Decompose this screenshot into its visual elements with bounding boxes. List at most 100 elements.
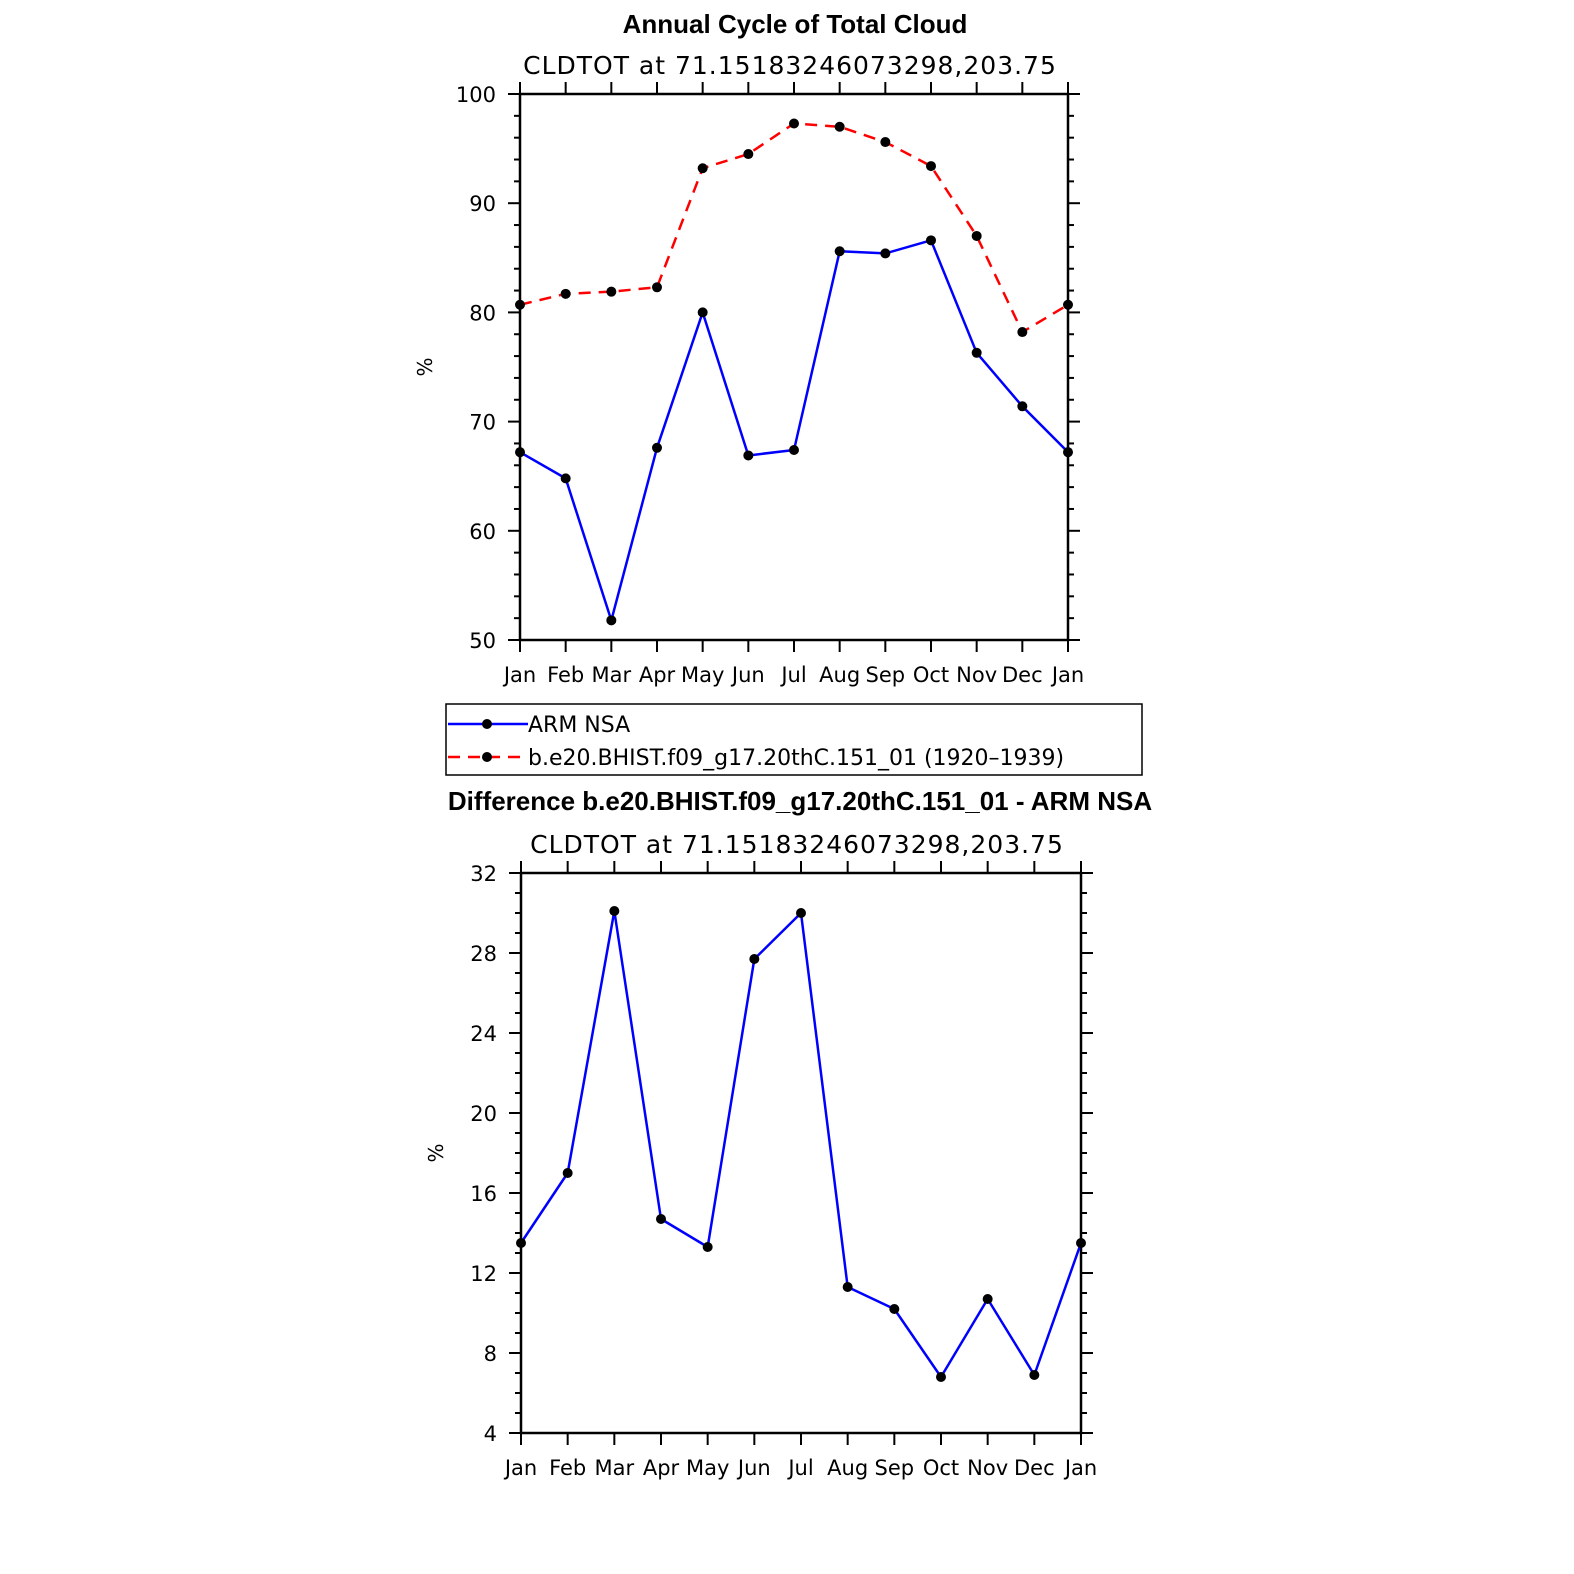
chart-1-series-1-point — [652, 282, 662, 293]
legend-label-model: b.e20.BHIST.f09_g17.20thC.151_01 (1920–1… — [528, 746, 1064, 771]
chart-2-x-tick-label: Apr — [643, 1456, 680, 1480]
chart-2-series-0-point — [796, 908, 806, 918]
chart-2-x-tick-label: Oct — [923, 1456, 959, 1480]
chart-1-x-tick-label: Sep — [866, 663, 906, 687]
chart-2-title: Difference b.e20.BHIST.f09_g17.20thC.151… — [448, 786, 1152, 816]
chart-1-series-0-point — [789, 444, 799, 455]
legend-box — [445, 703, 1143, 776]
chart-2-x-tick-label: Nov — [967, 1456, 1008, 1480]
chart-2-y-tick-label: 8 — [484, 1342, 497, 1366]
chart-2-x-tick-label: Feb — [549, 1456, 586, 1480]
chart-1: Annual Cycle of Total Cloud CLDTOT at 71… — [413, 9, 1084, 687]
chart-2-series — [516, 906, 1086, 1382]
chart-1-series-1-point — [789, 118, 799, 129]
chart-1-x-tick-label: Apr — [639, 663, 676, 687]
chart-2-x-tick-label: Jan — [1063, 1456, 1097, 1480]
chart-1-x-tick-label: Nov — [956, 663, 997, 687]
chart-1-series-0-point — [926, 235, 936, 246]
chart-2-y-tick-label: 12 — [470, 1262, 497, 1286]
chart-1-x-tick-label: Jul — [779, 663, 806, 687]
chart-2-y-tick-label: 4 — [484, 1422, 497, 1446]
chart-1-series-1-point — [743, 149, 754, 160]
chart-1-series-1-point — [560, 288, 571, 299]
chart-2-series-0-point — [1029, 1370, 1040, 1380]
chart-1-ylabel: % — [413, 357, 437, 376]
chart-2-x-tick-label: Dec — [1014, 1456, 1055, 1480]
chart-1-plot-frame — [518, 92, 1070, 642]
chart-1-series-1-point — [1017, 327, 1028, 338]
chart-2-ylabel: % — [424, 1143, 448, 1162]
legend-marker-arm-nsa — [482, 719, 492, 729]
chart-2-x-tick-label: Jun — [736, 1456, 771, 1480]
chart-2-series-0-point — [936, 1372, 946, 1382]
chart-1-x-tick-label: Dec — [1002, 663, 1043, 687]
chart-1-x-tick-label: Jan — [1050, 663, 1084, 687]
chart-1-series-0-point — [880, 248, 891, 259]
chart-1-y-tick-label: 90 — [469, 192, 496, 216]
chart-2-series-line-0 — [519, 909, 1083, 1379]
chart-1-series-1-point — [971, 230, 982, 241]
chart-1-series-0-point — [971, 347, 982, 358]
chart-1-series-1-point — [606, 286, 617, 297]
chart-2-series-0-point — [702, 1242, 713, 1252]
chart-2-series-0-point — [562, 1168, 573, 1178]
chart-2-series-0-point — [1076, 1238, 1086, 1248]
chart-2-series-0-point — [889, 1304, 900, 1314]
chart-1-series-1-point — [880, 137, 891, 148]
chart-2-x-tick-label: Sep — [875, 1456, 915, 1480]
chart-1-series-0-point — [606, 615, 617, 626]
chart-1-y-tick-label: 50 — [469, 629, 496, 653]
chart-2-series-0-point — [516, 1238, 526, 1248]
chart-1-series-0-point — [515, 447, 525, 458]
chart-1-x-tick-label: Jun — [730, 663, 765, 687]
chart-2-y-tick-label: 16 — [470, 1182, 497, 1206]
chart-1-series — [515, 118, 1073, 626]
chart-1-y-tick-label: 100 — [456, 83, 496, 107]
chart-1-series-0-point — [1017, 401, 1028, 412]
chart-1-legend: ARM NSA b.e20.BHIST.f09_g17.20thC.151_01… — [445, 703, 1143, 776]
chart-2-series-0-point — [609, 906, 620, 916]
chart-1-x-tick-label: Feb — [547, 663, 584, 687]
chart-2-x-tick-label: Aug — [827, 1456, 868, 1480]
chart-1-series-0-point — [697, 307, 708, 318]
chart-1-series-0-point — [834, 246, 845, 257]
chart-2-y-tick-label: 32 — [470, 862, 497, 886]
chart-2: Difference b.e20.BHIST.f09_g17.20thC.151… — [424, 786, 1152, 1480]
chart-1-series-1-point — [515, 299, 525, 310]
chart-2-y-tick-label: 24 — [470, 1022, 497, 1046]
chart-2-x-tick-label: Mar — [595, 1456, 635, 1480]
chart-2-x-tick-label: Jan — [503, 1456, 537, 1480]
chart-2-axes: Jan Feb Mar Apr May Jun Jul Aug Sep Oct Nov Dec Jan4… — [470, 861, 1097, 1480]
chart-2-x-tick-label: Jul — [786, 1456, 813, 1480]
chart-1-y-tick-label: 80 — [469, 301, 496, 325]
chart-1-x-tick-label: May — [681, 663, 724, 687]
chart-2-x-tick-label: May — [686, 1456, 729, 1480]
chart-1-series-1-point — [926, 161, 936, 172]
chart-2-series-0-point — [656, 1214, 666, 1224]
chart-1-x-tick-label: Jan — [502, 663, 536, 687]
chart-2-series-0-point — [749, 954, 760, 964]
chart-1-title: Annual Cycle of Total Cloud — [623, 9, 968, 39]
chart-1-series-1-point — [697, 163, 708, 174]
legend-label-arm-nsa: ARM NSA — [528, 713, 630, 738]
chart-1-series-1-point — [1063, 299, 1073, 310]
chart-2-y-tick-label: 28 — [470, 942, 497, 966]
chart-1-series-line-1 — [519, 122, 1069, 334]
chart-1-series-0-point — [743, 450, 754, 461]
chart-2-subtitle: CLDTOT at 71.15183246073298,203.75 — [530, 830, 1064, 859]
chart-1-series-1-point — [834, 121, 845, 132]
chart-1-x-tick-label: Mar — [592, 663, 632, 687]
chart-1-y-tick-label: 70 — [469, 411, 496, 435]
chart-1-x-tick-label: Aug — [819, 663, 860, 687]
chart-2-series-0-point — [982, 1294, 993, 1304]
chart-1-series-0-point — [560, 473, 571, 484]
chart-2-y-tick-label: 20 — [470, 1102, 497, 1126]
chart-1-y-tick-label: 60 — [469, 520, 496, 544]
legend-marker-model — [482, 752, 492, 762]
chart-1-axes: Jan Feb Mar Apr May Jun Jul Aug Sep Oct Nov Dec Jan5… — [456, 82, 1084, 687]
chart-2-series-0-point — [842, 1282, 853, 1292]
chart-1-subtitle: CLDTOT at 71.15183246073298,203.75 — [523, 51, 1057, 80]
chart-1-series-0-point — [652, 442, 662, 453]
chart-1-x-tick-label: Oct — [913, 663, 949, 687]
